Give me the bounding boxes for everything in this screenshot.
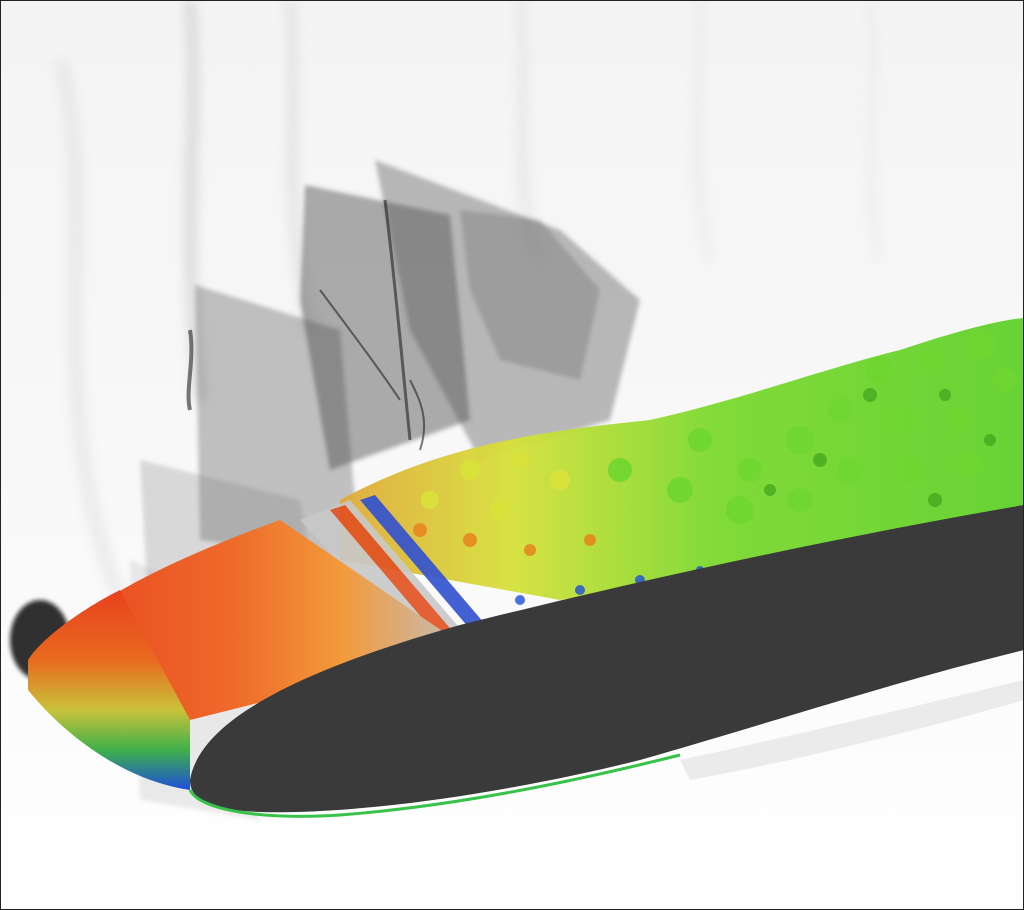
- shock-lines: [186, 199, 426, 451]
- airfoil-cross-section: [190, 505, 1024, 813]
- transition-stripes: [300, 495, 490, 650]
- turbulent-boundary-layer: [340, 318, 1024, 605]
- airfoil-leading-edge: [28, 590, 190, 790]
- airfoil-lower-surface: [680, 680, 1024, 780]
- airfoil-lower-rim: [188, 753, 681, 818]
- background-flow-streaks: [53, 0, 883, 603]
